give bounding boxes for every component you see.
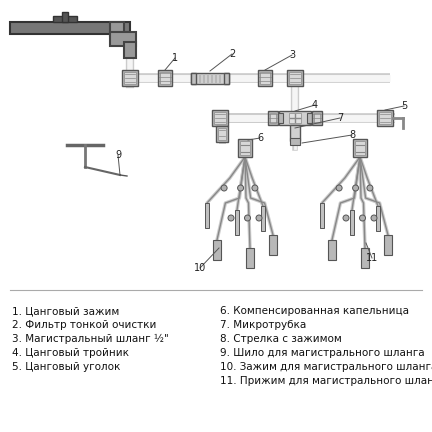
Text: 4. Цанговый тройник: 4. Цанговый тройник bbox=[12, 348, 129, 358]
Bar bbox=[289, 72, 301, 84]
Bar bbox=[203, 73, 205, 83]
Bar bbox=[320, 203, 324, 228]
Text: 8: 8 bbox=[349, 130, 355, 140]
Bar bbox=[212, 110, 228, 126]
Bar bbox=[240, 141, 250, 155]
Bar bbox=[122, 70, 138, 86]
Bar bbox=[350, 210, 354, 235]
Bar bbox=[277, 113, 283, 123]
Bar bbox=[219, 73, 221, 83]
Text: 7. Микротрубка: 7. Микротрубка bbox=[220, 320, 306, 330]
Circle shape bbox=[367, 185, 373, 191]
Bar bbox=[214, 112, 226, 124]
Circle shape bbox=[371, 215, 377, 221]
Bar bbox=[110, 32, 136, 46]
Bar bbox=[290, 138, 300, 145]
Bar bbox=[260, 72, 270, 84]
Bar bbox=[213, 240, 221, 260]
Text: 2. Фильтр тонкой очистки: 2. Фильтр тонкой очистки bbox=[12, 320, 156, 330]
Text: 3: 3 bbox=[289, 50, 295, 60]
Bar bbox=[384, 235, 392, 255]
Bar bbox=[289, 113, 301, 123]
Bar bbox=[261, 206, 265, 231]
Bar bbox=[355, 141, 365, 155]
Bar bbox=[216, 126, 228, 142]
Bar bbox=[376, 206, 380, 231]
Circle shape bbox=[245, 215, 251, 221]
Bar bbox=[191, 73, 229, 83]
Bar bbox=[211, 73, 213, 83]
Circle shape bbox=[353, 185, 359, 191]
Circle shape bbox=[359, 215, 365, 221]
Bar bbox=[238, 139, 252, 157]
Text: 11: 11 bbox=[366, 253, 378, 263]
Circle shape bbox=[221, 185, 227, 191]
Bar bbox=[377, 110, 393, 126]
Text: 9: 9 bbox=[115, 150, 121, 160]
Bar bbox=[328, 240, 336, 260]
Text: 3. Магистральный шланг ½": 3. Магистральный шланг ½" bbox=[12, 334, 169, 344]
Circle shape bbox=[238, 185, 244, 191]
Circle shape bbox=[343, 215, 349, 221]
Circle shape bbox=[256, 215, 262, 221]
Circle shape bbox=[336, 185, 342, 191]
Text: 6: 6 bbox=[257, 133, 263, 143]
Bar bbox=[195, 73, 197, 83]
Bar bbox=[279, 111, 311, 125]
Bar bbox=[235, 210, 239, 235]
Text: 4: 4 bbox=[312, 100, 318, 110]
Bar bbox=[199, 73, 201, 83]
Bar bbox=[314, 113, 320, 123]
Bar bbox=[158, 70, 172, 86]
Text: 7: 7 bbox=[337, 113, 343, 123]
Text: 11. Прижим для магистрального шланга: 11. Прижим для магистрального шланга bbox=[220, 376, 432, 386]
Text: 10. Зажим для магистрального шланга: 10. Зажим для магистрального шланга bbox=[220, 362, 432, 372]
Bar bbox=[53, 16, 77, 22]
Text: 10: 10 bbox=[194, 263, 206, 273]
Bar bbox=[10, 22, 130, 34]
Bar bbox=[379, 112, 391, 124]
Bar bbox=[215, 73, 217, 83]
Bar bbox=[246, 248, 254, 268]
Circle shape bbox=[228, 215, 234, 221]
Bar bbox=[312, 111, 322, 125]
Bar bbox=[62, 12, 68, 22]
Bar bbox=[258, 70, 272, 86]
Bar bbox=[207, 73, 209, 83]
Circle shape bbox=[252, 185, 258, 191]
Bar bbox=[287, 70, 303, 86]
Text: 5: 5 bbox=[401, 101, 407, 111]
Bar bbox=[224, 73, 229, 83]
Text: 1: 1 bbox=[172, 53, 178, 63]
Bar bbox=[160, 72, 170, 84]
Text: 8. Стрелка с зажимом: 8. Стрелка с зажимом bbox=[220, 334, 342, 344]
Bar bbox=[361, 248, 369, 268]
Text: 9. Шило для магистрального шланга: 9. Шило для магистрального шланга bbox=[220, 348, 425, 358]
Bar bbox=[307, 113, 313, 123]
Bar bbox=[268, 111, 278, 125]
Bar bbox=[353, 139, 367, 157]
Bar bbox=[270, 113, 276, 123]
Text: 2: 2 bbox=[229, 49, 235, 59]
Text: 5. Цанговый уголок: 5. Цанговый уголок bbox=[12, 362, 121, 372]
Bar bbox=[110, 22, 124, 36]
Bar bbox=[191, 73, 196, 83]
Text: 1. Цанговый зажим: 1. Цанговый зажим bbox=[12, 306, 119, 316]
Bar bbox=[124, 72, 136, 84]
Bar bbox=[205, 203, 209, 228]
Bar bbox=[290, 125, 300, 141]
Bar bbox=[124, 42, 136, 58]
Text: 6. Компенсированная капельница: 6. Компенсированная капельница bbox=[220, 306, 409, 316]
Bar bbox=[218, 128, 226, 140]
Bar bbox=[269, 235, 277, 255]
